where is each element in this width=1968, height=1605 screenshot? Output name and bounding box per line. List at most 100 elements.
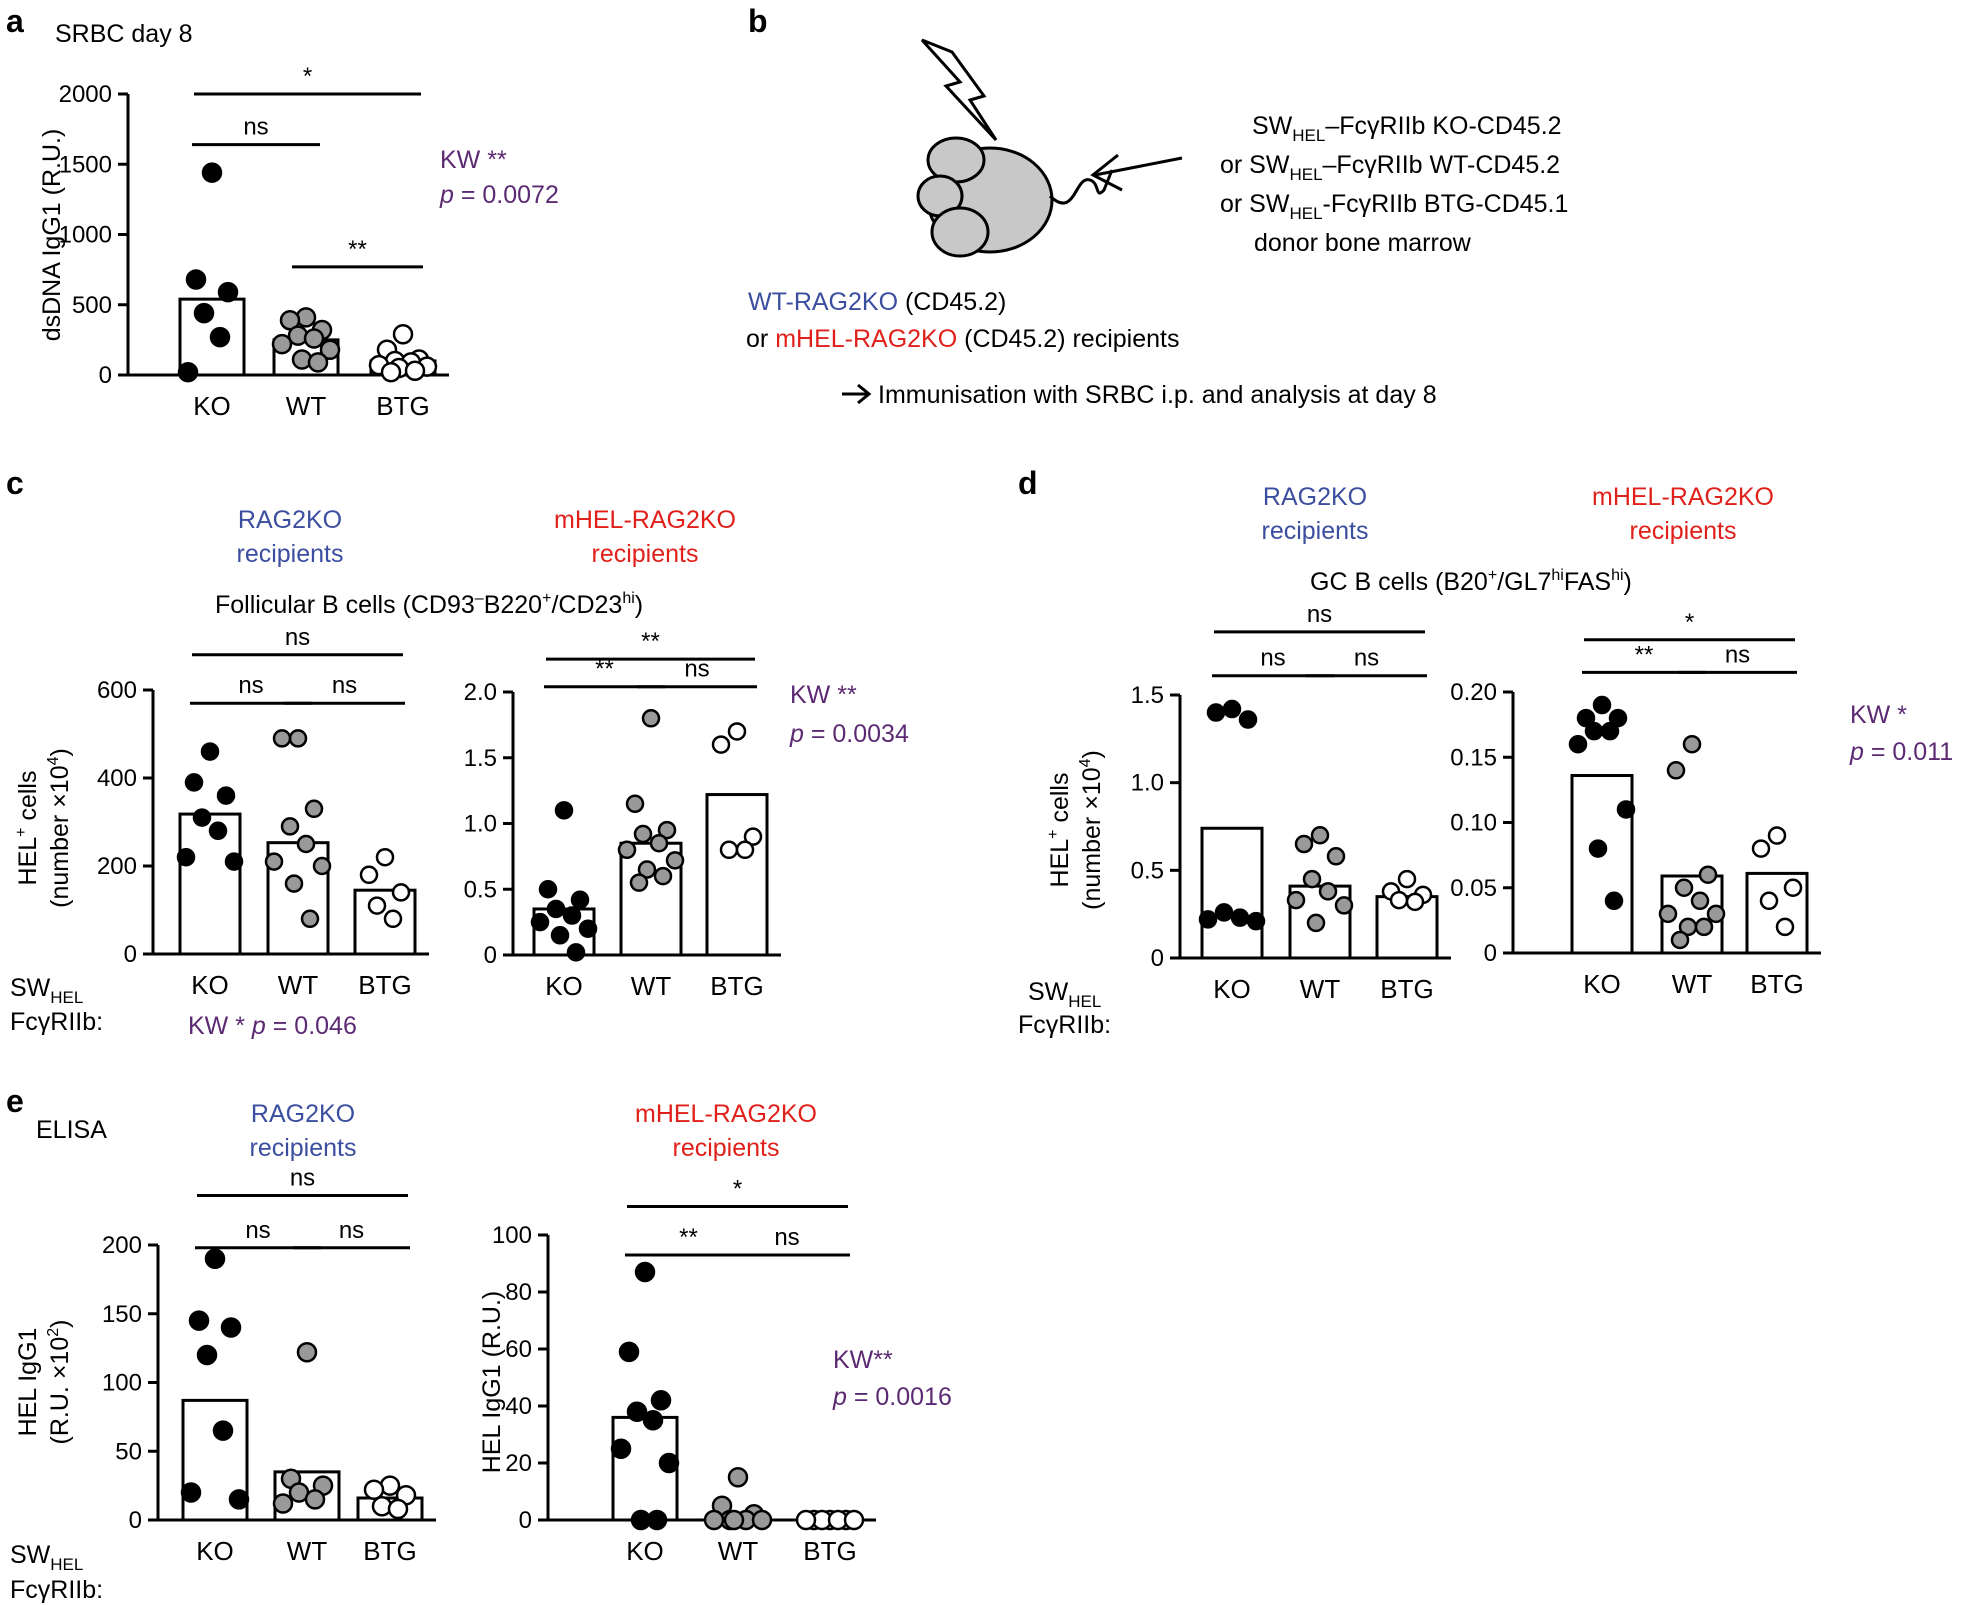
data-point: [653, 866, 673, 886]
data-point: [1751, 839, 1771, 858]
data-point: [288, 729, 308, 748]
panel-c-ylabel-2: (number ×104): [45, 748, 74, 908]
data-point: [200, 742, 220, 761]
significance-label: ns: [684, 656, 709, 683]
panel-d-letter: d: [1018, 465, 1038, 501]
significance-label: *: [303, 63, 312, 90]
data-point: [300, 909, 320, 929]
x-tick-label: KO: [545, 971, 583, 1001]
significance-label: ns: [332, 672, 357, 699]
data-point: [1674, 878, 1694, 897]
data-point: [307, 352, 329, 373]
data-point: [1405, 892, 1425, 912]
data-point: [176, 847, 196, 867]
data-point: [228, 1489, 250, 1510]
data-point: [204, 1248, 226, 1269]
y-tick-label: 0: [1151, 945, 1164, 972]
significance-label: ns: [285, 624, 310, 651]
y-tick-label: 1.0: [1131, 770, 1164, 797]
y-tick-label: 0.5: [464, 876, 497, 903]
data-point: [279, 309, 301, 331]
panel-e-row-label-2: FcγRIIb:: [10, 1576, 103, 1604]
panel-d-subtitle: GC B cells (B20+/GL7hiFAShi): [1310, 567, 1632, 596]
data-point: [359, 865, 379, 885]
panel-c-group-left-line2: recipients: [237, 540, 344, 568]
y-tick-label: 100: [102, 1370, 142, 1397]
y-tick-label: 1.5: [1131, 682, 1164, 709]
data-point: [1608, 708, 1628, 728]
data-point: [570, 890, 590, 910]
y-tick-label: 80: [505, 1279, 532, 1306]
chart-a: 0 500 1000 1500 2000 KO WT BTG * ns **: [59, 63, 449, 421]
data-point: [1592, 695, 1612, 715]
panel-d-kw: KW *: [1850, 701, 1907, 729]
y-tick-label: 60: [505, 1336, 532, 1363]
y-tick-label: 50: [115, 1438, 142, 1465]
data-point: [711, 735, 731, 754]
x-tick-label: WT: [287, 1536, 328, 1566]
x-tick-label: KO: [1213, 974, 1251, 1004]
y-tick-label: 1500: [59, 151, 112, 178]
data-point: [312, 856, 332, 876]
panel-e-group-right-line2: recipients: [673, 1134, 780, 1162]
y-tick-label: 1000: [59, 222, 112, 249]
x-tick-label: BTG: [1380, 974, 1433, 1004]
data-point: [1222, 699, 1242, 719]
data-point: [634, 1261, 656, 1283]
data-point: [629, 873, 649, 892]
panel-e-ylabel-right: HEL IgG1 (R.U.): [478, 1291, 506, 1473]
data-point: [550, 926, 570, 945]
significance-label: ns: [1354, 645, 1379, 672]
data-point: [1666, 761, 1686, 780]
data-point: [727, 1467, 749, 1488]
data-point: [1318, 882, 1338, 901]
significance-label: ns: [238, 672, 263, 699]
data-point: [658, 1452, 680, 1474]
x-tick-label: WT: [718, 1536, 759, 1566]
panel-a-kw: KW **: [440, 146, 507, 174]
panel-c-letter: c: [6, 465, 24, 501]
x-tick-label: BTG: [363, 1536, 416, 1566]
y-tick-label: 0: [124, 941, 137, 968]
significance-label: ns: [1260, 645, 1285, 672]
significance-label: **: [679, 1224, 698, 1251]
data-point: [1397, 869, 1417, 889]
data-point: [280, 817, 300, 836]
data-point: [296, 834, 316, 854]
panel-e-group-right-line1: mHEL-RAG2KO: [635, 1100, 817, 1128]
x-tick-label: WT: [286, 391, 327, 421]
significance-label: **: [641, 628, 660, 655]
data-point: [304, 1489, 326, 1510]
data-point: [650, 1390, 672, 1411]
y-tick-label: 0.05: [1450, 875, 1497, 902]
data-point: [617, 840, 637, 860]
data-point: [727, 722, 747, 741]
data-point: [637, 860, 657, 879]
bar-ko: [178, 812, 242, 956]
data-point: [1206, 703, 1226, 722]
data-point: [1682, 734, 1702, 754]
donor-line-4: donor bone marrow: [1254, 229, 1472, 257]
data-point: [1759, 891, 1779, 911]
mouse-icon: [916, 136, 1114, 258]
data-point: [562, 906, 582, 925]
y-tick-label: 0.5: [1131, 857, 1164, 884]
y-tick-label: 600: [97, 677, 137, 704]
panel-a-title: SRBC day 8: [55, 20, 193, 48]
data-point: [1294, 834, 1314, 854]
bar-ko: [1200, 826, 1264, 960]
x-tick-label: KO: [193, 391, 231, 421]
data-point: [1198, 910, 1218, 929]
data-point: [530, 912, 550, 932]
data-point: [1230, 908, 1250, 927]
data-point: [1214, 903, 1234, 922]
x-tick-label: BTG: [1750, 969, 1803, 999]
data-point: [304, 799, 324, 819]
data-point: [1306, 913, 1326, 933]
data-point: [843, 1509, 865, 1531]
data-point: [1767, 826, 1787, 845]
panel-c-row-label-2: FcγRIIb:: [10, 1008, 103, 1036]
